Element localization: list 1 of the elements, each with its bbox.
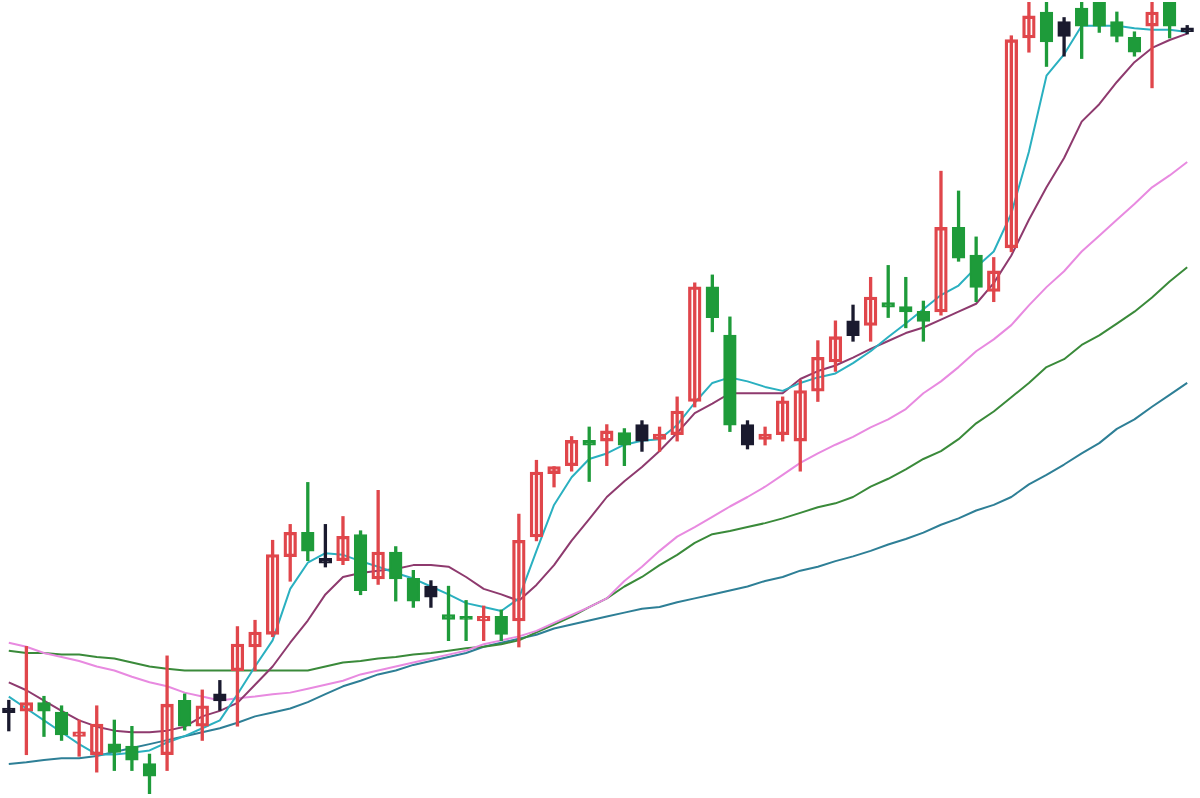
candlestick [37, 695, 51, 737]
